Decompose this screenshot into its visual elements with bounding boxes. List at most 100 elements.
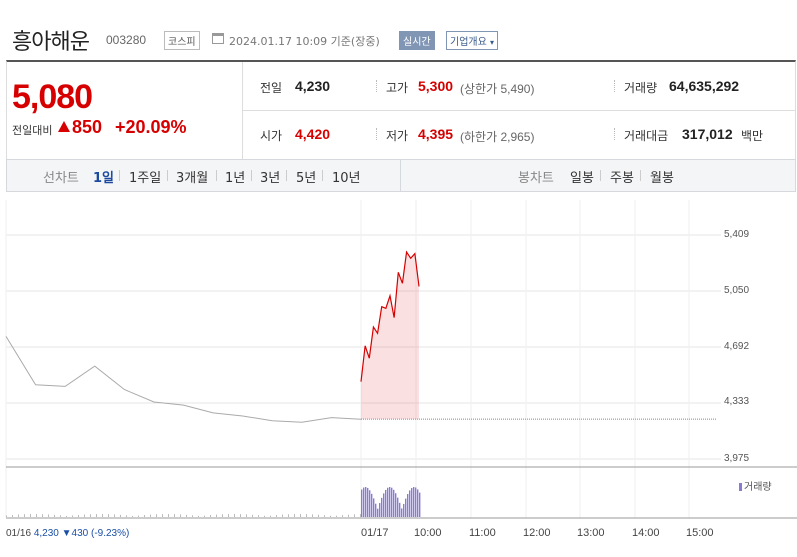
lower-limit: (하한가 2,965) — [460, 130, 535, 144]
volume-bar — [403, 503, 405, 517]
volume-bar — [84, 514, 85, 517]
separator — [322, 170, 323, 181]
volume-bar — [240, 514, 241, 517]
tab-5year[interactable]: 5년 — [296, 171, 317, 186]
tab-1day[interactable]: 1일 — [93, 171, 115, 186]
volume-bar — [312, 514, 313, 517]
volume-bar — [282, 514, 283, 517]
volume-bar — [399, 502, 401, 517]
volume-bar — [419, 492, 421, 517]
volume-bar — [234, 514, 235, 517]
volume-bar — [377, 508, 379, 517]
volume-bar — [373, 498, 375, 517]
volume-bar — [306, 514, 307, 517]
prev-label: 전일 — [260, 81, 283, 95]
volume-bar — [387, 487, 389, 517]
volume-bar — [391, 487, 393, 517]
tab-daily-candle[interactable]: 일봉 — [570, 171, 594, 186]
volume-bar — [180, 514, 181, 517]
open-label: 시가 — [260, 129, 283, 143]
y-tick-label: 5,409 — [724, 229, 750, 240]
volume-bar — [150, 514, 151, 517]
x-tick-label: 13:00 — [577, 527, 605, 539]
volume-bar — [330, 515, 331, 517]
x-tick-label: 15:00 — [686, 527, 714, 539]
volume-bar — [42, 514, 43, 517]
volume-bar — [401, 508, 403, 517]
tab-10year[interactable]: 10년 — [332, 171, 361, 186]
realtime-button[interactable]: 실시간 — [399, 31, 435, 50]
timestamp: 2024.01.17 10:09 기준(장중) — [229, 35, 380, 48]
separator — [376, 80, 377, 92]
tab-weekly-candle[interactable]: 주봉 — [610, 171, 634, 186]
volume-bar — [342, 515, 343, 517]
line-chart-heading: 선차트 — [43, 171, 79, 186]
tab-3month[interactable]: 3개월 — [176, 171, 209, 186]
separator — [614, 128, 615, 140]
volume-bar — [379, 503, 381, 517]
volume-bar — [144, 515, 145, 517]
prev-value: 4,230 — [295, 78, 331, 94]
tab-1week[interactable]: 1주일 — [129, 171, 162, 186]
tab-1year[interactable]: 1년 — [225, 171, 246, 186]
separator — [286, 170, 287, 181]
change-value: 850 — [72, 117, 103, 137]
company-overview-label: 기업개요 — [450, 37, 487, 48]
volume-bar — [6, 515, 7, 517]
volume-bar — [354, 514, 355, 517]
stock-name: 흥아해운 — [12, 30, 90, 55]
volume-bar — [162, 514, 163, 517]
chevron-down-icon: ▾ — [490, 38, 495, 47]
volume-bar — [210, 515, 211, 517]
volume-bar — [407, 494, 409, 517]
volume-bar — [415, 487, 417, 517]
prev-change: 430 — [71, 528, 89, 539]
up-triangle-icon — [58, 121, 70, 132]
volume-bar — [417, 489, 419, 517]
separator — [600, 170, 601, 181]
volume-bar — [126, 515, 127, 517]
volume-bar — [36, 514, 37, 517]
volume-bar — [371, 493, 373, 517]
volume-bar — [363, 487, 365, 517]
candle-chart-heading: 봉차트 — [518, 171, 554, 186]
volume-bar — [222, 514, 223, 517]
separator — [640, 170, 641, 181]
separator — [216, 170, 217, 181]
volume-bar — [258, 515, 259, 517]
volume-bar — [138, 515, 139, 517]
volume-bar — [108, 514, 109, 517]
chart-period-tabs — [6, 159, 796, 192]
volume-bar — [192, 515, 193, 517]
amount-value: 317,012 — [682, 126, 733, 142]
today-area — [361, 252, 419, 420]
volume-bar — [48, 514, 49, 517]
volume-bar — [324, 515, 325, 517]
volume-bar — [18, 514, 19, 517]
volume-bar — [409, 490, 411, 517]
volume-bar — [336, 515, 337, 517]
high-label: 고가 — [386, 81, 409, 95]
volume-bar — [132, 515, 133, 517]
volume-bar — [204, 515, 205, 517]
x-tick-label: 01/17 — [361, 527, 389, 539]
tab-3year[interactable]: 3년 — [260, 171, 281, 186]
stock-code: 003280 — [106, 33, 147, 47]
volume-legend: 거래량 — [739, 478, 772, 493]
volume-bar — [381, 497, 383, 517]
change-label: 전일대비 — [12, 124, 53, 137]
volume-bar — [228, 514, 229, 517]
open-value: 4,420 — [295, 126, 331, 142]
volume-bar — [393, 489, 395, 517]
volume-bar — [361, 489, 363, 517]
company-overview-button[interactable]: 기업개요 ▾ — [446, 31, 499, 50]
volume-bar — [174, 514, 175, 517]
y-tick-label: 4,692 — [724, 341, 750, 352]
previous-day-summary: 01/16 4,230 ▼430 (-9.23%) — [6, 528, 129, 539]
upper-limit: (상한가 5,490) — [460, 82, 535, 96]
prev-change-pct: (-9.23%) — [91, 528, 130, 539]
volume-bar — [54, 514, 55, 517]
volume-bar — [365, 487, 367, 517]
tab-monthly-candle[interactable]: 월봉 — [650, 171, 674, 186]
